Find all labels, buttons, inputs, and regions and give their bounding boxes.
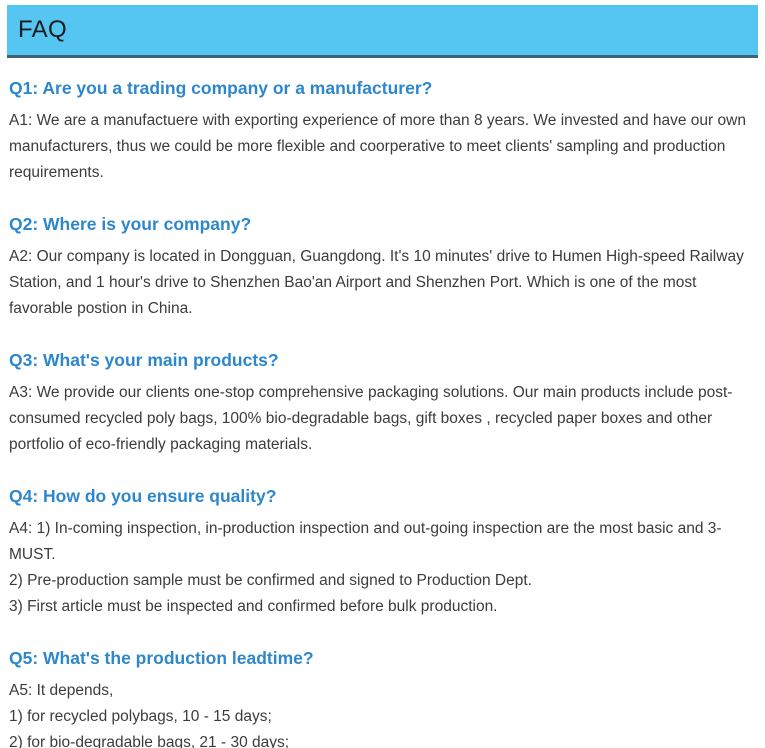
faq-answer-line: 2) for bio-degradable bags, 21 - 30 days… <box>9 734 290 748</box>
faq-question: Q2: Where is your company? <box>9 214 252 234</box>
faq-answer-line: 1) for recycled polybags, 10 - 15 days; <box>9 708 272 725</box>
faq-answer-line: 3) First article must be inspected and c… <box>9 598 498 615</box>
faq-question: Q4: How do you ensure quality? <box>9 486 277 506</box>
faq-answer: A1: We are a manufactuere with exporting… <box>9 108 756 186</box>
faq-answer-line: A3: We provide our clients one-stop comp… <box>9 384 733 453</box>
faq-answer: A4: 1) In-coming inspection, in-producti… <box>9 516 756 620</box>
faq-item: Q5: What's the production leadtime? A5: I… <box>9 647 756 748</box>
faq-answer-line: 2) Pre-production sample must be confirm… <box>9 572 532 589</box>
faq-question: Q1: Are you a trading company or a manuf… <box>9 78 433 98</box>
faq-question: Q5: What's the production leadtime? <box>9 648 314 668</box>
faq-list: Q1: Are you a trading company or a manuf… <box>0 77 765 748</box>
faq-question: Q3: What's your main products? <box>9 350 279 370</box>
faq-answer-line: A5: It depends, <box>9 682 114 699</box>
faq-item: Q1: Are you a trading company or a manuf… <box>9 77 756 186</box>
faq-answer-line: A2: Our company is located in Dongguan, … <box>9 248 744 317</box>
faq-answer-line: A4: 1) In-coming inspection, in-producti… <box>9 520 722 563</box>
faq-header: FAQ <box>7 5 758 58</box>
faq-answer-line: A1: We are a manufactuere with exporting… <box>9 112 746 181</box>
faq-item: Q2: Where is your company? A2: Our compan… <box>9 213 756 322</box>
faq-answer: A3: We provide our clients one-stop comp… <box>9 380 756 458</box>
faq-item: Q4: How do you ensure quality? A4: 1) In-… <box>9 485 756 620</box>
faq-item: Q3: What's your main products? A3: We pro… <box>9 349 756 458</box>
faq-answer: A2: Our company is located in Dongguan, … <box>9 244 756 322</box>
faq-answer: A5: It depends, 1) for recycled polybags,… <box>9 678 756 748</box>
page-title: FAQ <box>18 16 67 43</box>
